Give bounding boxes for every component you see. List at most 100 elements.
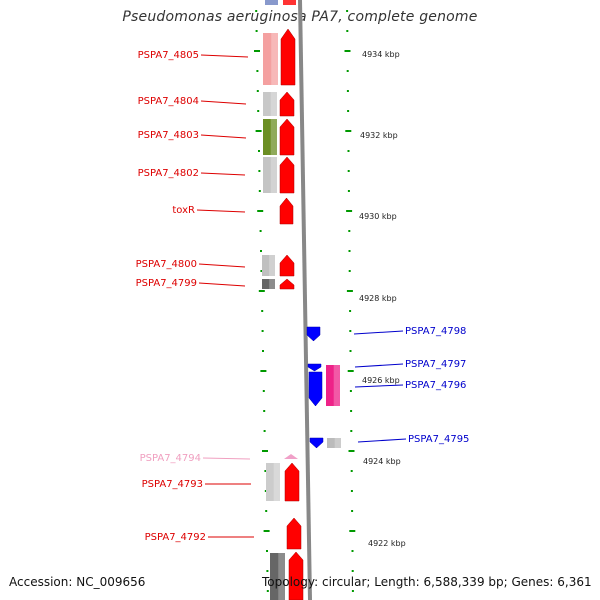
left-tick <box>260 370 267 372</box>
kbp-label: 4930 kbp <box>359 212 397 221</box>
gene-4793-partner-body <box>266 463 280 501</box>
left-tick <box>258 290 265 292</box>
gene-label: PSPA7_4795 <box>408 434 469 445</box>
leader-line <box>196 209 246 213</box>
left-tick <box>255 130 262 132</box>
gene-4803-arrow <box>279 118 295 156</box>
gene-4793-arrow <box>284 462 300 502</box>
left-tick <box>266 590 269 592</box>
left-tick <box>258 170 261 172</box>
gene-4793-partner-shade <box>273 463 280 501</box>
gene-label: PSPA7_4802 <box>138 168 199 179</box>
gene-4805-partner-shade <box>271 33 278 85</box>
right-tick <box>349 330 352 332</box>
right-tick <box>349 350 352 352</box>
edge-block <box>283 0 296 5</box>
gene-label: PSPA7_4792 <box>145 532 206 543</box>
right-tick-track <box>344 10 356 592</box>
gene-4799-partner-body <box>262 279 275 289</box>
gene-4805-partner-body <box>263 33 278 85</box>
genome-summary-text: Topology: circular; Length: 6,588,339 bp… <box>262 575 592 589</box>
right-tick <box>348 230 351 232</box>
right-tick <box>347 190 350 192</box>
left-tick <box>256 70 259 72</box>
edge-block-bottom-body <box>270 553 285 600</box>
left-tick <box>261 310 264 312</box>
right-tick <box>350 430 353 432</box>
gene-4792-arrow <box>286 517 302 550</box>
right-tick <box>346 10 349 12</box>
left-tick <box>257 210 264 212</box>
gene-label: PSPA7_4796 <box>405 380 466 391</box>
kbp-label: 4934 kbp <box>362 50 400 59</box>
gene-4803-partner <box>263 119 277 155</box>
edge-block-bottom-shade <box>278 553 285 600</box>
edge-block-bottom <box>270 553 285 600</box>
gene-toxR-arrow <box>279 197 294 225</box>
left-tick <box>258 190 261 192</box>
left-tick-track <box>254 10 270 592</box>
left-tick <box>255 30 258 32</box>
left-tick <box>266 570 269 572</box>
right-tick <box>349 530 356 532</box>
left-tick <box>260 270 263 272</box>
left-tick <box>262 390 265 392</box>
gene-label: PSPA7_4800 <box>136 259 197 270</box>
left-tick <box>266 550 268 552</box>
gene-4805-partner <box>263 33 278 85</box>
edge-arrow-bottom <box>288 551 304 600</box>
kbp-label: 4926 kbp <box>362 376 400 385</box>
right-tick <box>345 130 352 132</box>
gene-4795-arrow <box>309 437 324 449</box>
gene-label: PSPA7_4794 <box>140 453 201 464</box>
gene-4802-partner-body <box>263 157 277 193</box>
gene-4804-partner-shade <box>270 92 277 116</box>
leader-line <box>200 134 247 139</box>
gene-4795-partner-shade <box>334 438 341 448</box>
right-tick <box>346 30 349 32</box>
gene-4804-partner-body <box>263 92 277 116</box>
gene-label: PSPA7_4804 <box>138 96 199 107</box>
right-tick <box>346 210 353 212</box>
gene-4798-arrow <box>306 326 321 342</box>
left-tick <box>257 110 260 112</box>
left-tick <box>258 150 260 152</box>
leader-line <box>354 384 404 388</box>
leader-line <box>198 263 246 268</box>
genome-backbone <box>298 0 312 600</box>
leader-line <box>198 282 246 287</box>
gene-4799-arrow <box>279 278 295 290</box>
gene-4797-arrow <box>307 363 322 372</box>
left-tick <box>262 450 268 452</box>
gene-features <box>262 0 341 600</box>
right-tick <box>344 50 351 52</box>
gene-labels: PSPA7_4805 PSPA7_4804 PSPA7_4803 PSPA7_4802… <box>136 50 470 543</box>
gene-4796-arrow <box>308 371 323 407</box>
right-tick <box>351 550 354 552</box>
right-tick <box>349 310 352 312</box>
gene-label: PSPA7_4797 <box>405 359 466 370</box>
gene-4803-partner-shade <box>270 119 277 155</box>
gene-4804-arrow <box>279 91 295 117</box>
leader-line <box>354 363 404 368</box>
gene-label: toxR <box>172 205 195 216</box>
right-tick <box>346 90 349 92</box>
left-tick <box>264 470 267 472</box>
gene-4795-partner <box>327 438 341 448</box>
leader-line <box>200 100 247 105</box>
right-tick <box>348 250 351 252</box>
kbp-label: 4922 kbp <box>368 539 406 548</box>
gene-4796-partner-shade <box>333 365 340 406</box>
gene-4793-partner <box>266 463 280 501</box>
leader-line <box>357 438 407 443</box>
left-tick <box>254 50 260 52</box>
kbp-label: 4928 kbp <box>359 294 397 303</box>
leader-line <box>353 330 404 335</box>
gene-label: PSPA7_4803 <box>138 130 199 141</box>
kbp-scale: 4934 kbp 4932 kbp 4930 kbp 4928 kbp 4926 kbp… <box>359 50 406 548</box>
right-tick <box>347 110 350 112</box>
gene-label: PSPA7_4805 <box>138 50 199 61</box>
left-tick <box>263 430 266 432</box>
left-tick <box>263 410 266 412</box>
edge-block <box>265 0 278 5</box>
